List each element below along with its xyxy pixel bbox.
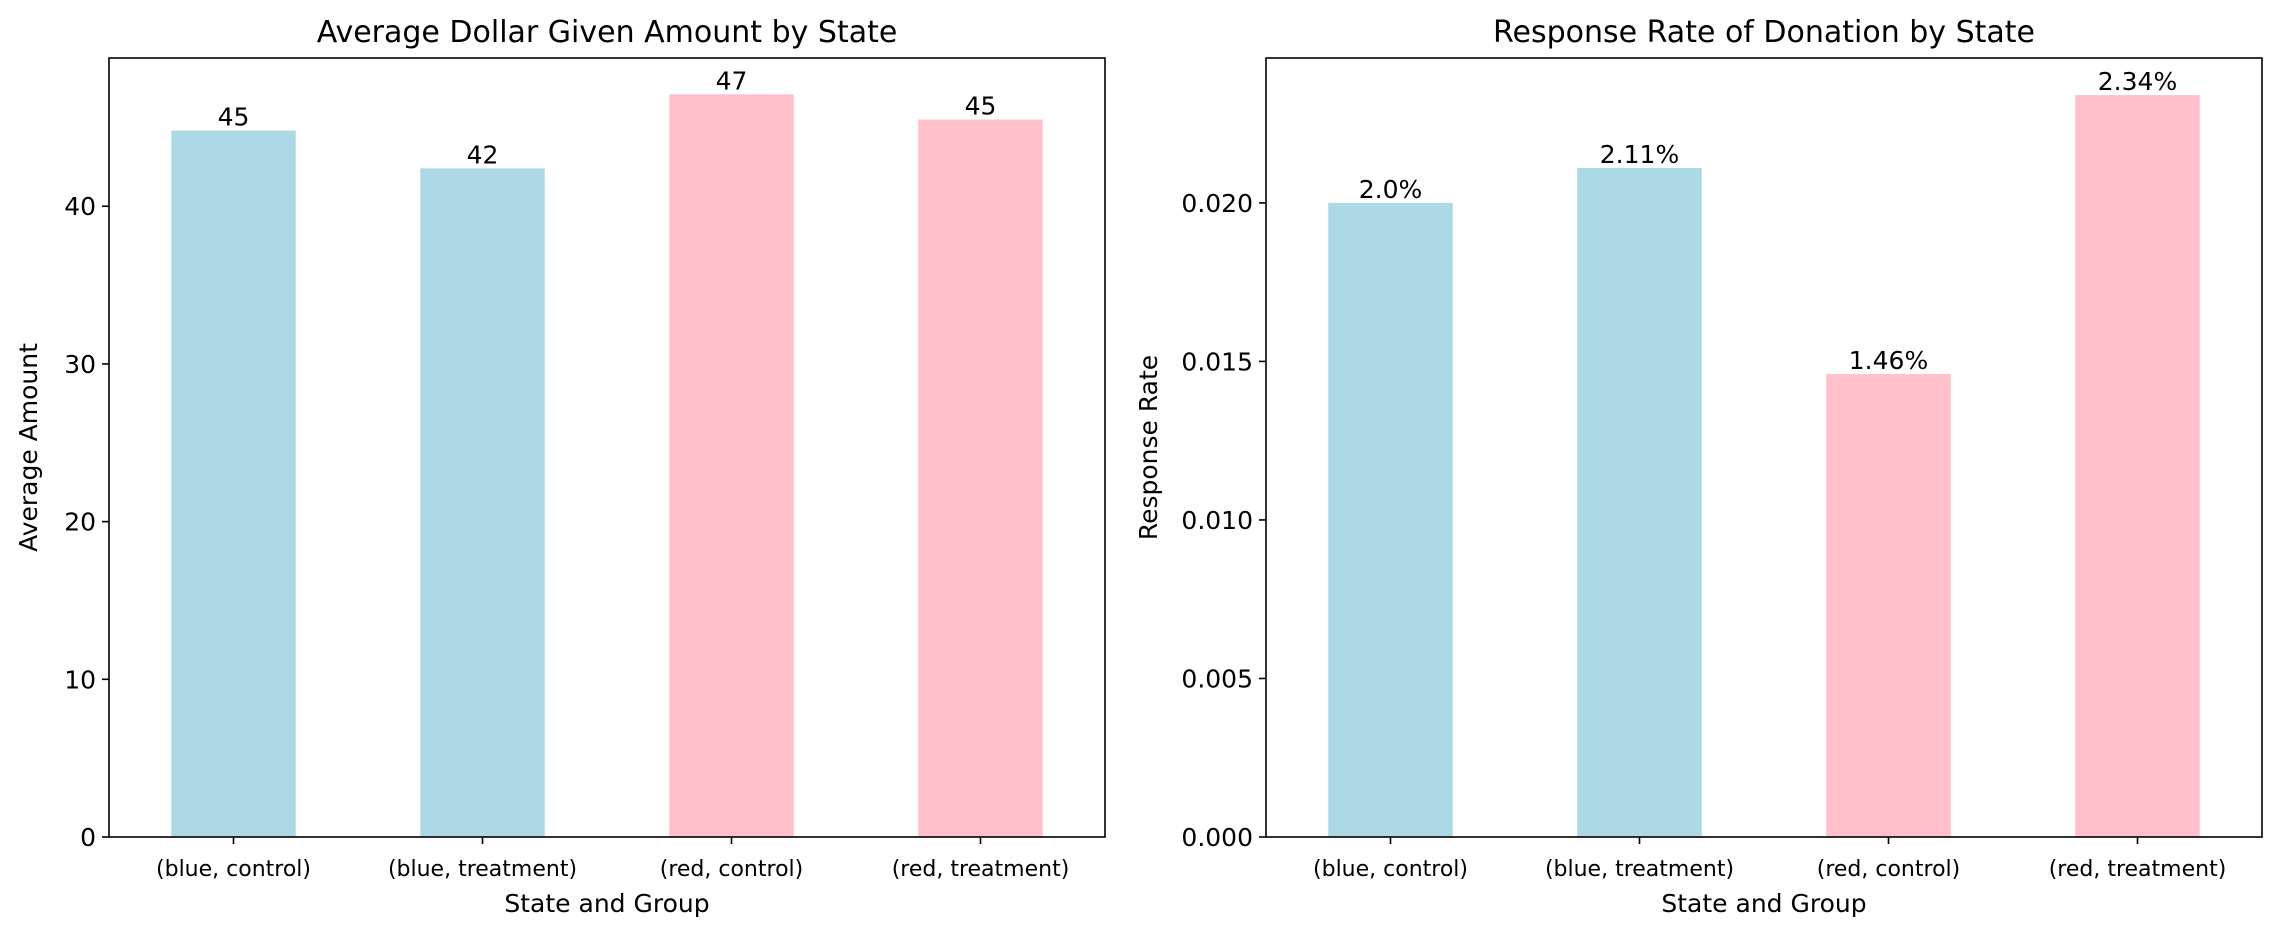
bar-value-label: 2.34%	[2098, 67, 2177, 96]
y-tick-label: 30	[64, 350, 96, 379]
x-tick-label: (blue, control)	[156, 857, 311, 882]
y-axis-label: Average Amount	[14, 343, 43, 552]
y-tick-label: 0	[80, 823, 96, 852]
x-tick-label: (red, control)	[660, 857, 803, 882]
y-axis-label: Response Rate	[1134, 355, 1163, 540]
bar-value-label: 45	[965, 92, 997, 121]
plot-frame	[1265, 57, 2263, 838]
bar-1-1	[1577, 168, 1702, 837]
bar-1-2	[1826, 374, 1951, 837]
y-tick-label: 40	[64, 192, 96, 221]
y-tick-label: 0.010	[1181, 506, 1253, 535]
bar-0-1	[420, 168, 545, 837]
bar-0-0	[171, 130, 296, 838]
y-tick-label: 20	[64, 508, 96, 537]
x-tick-label: (red, treatment)	[2049, 857, 2227, 882]
y-tick-label: 0.000	[1181, 823, 1253, 852]
x-tick-label: (red, control)	[1817, 857, 1960, 882]
x-tick-label: (blue, control)	[1313, 857, 1468, 882]
chart-title: Response Rate of Donation by State	[1493, 15, 2035, 50]
bar-0-2	[669, 94, 794, 838]
bar-1-3	[2075, 95, 2200, 838]
y-tick-label: 0.020	[1181, 189, 1253, 218]
bar-value-label: 42	[467, 140, 499, 169]
y-tick-label: 0.005	[1181, 664, 1253, 693]
bar-value-label: 45	[218, 103, 250, 132]
bar-value-label: 2.11%	[1600, 140, 1679, 169]
bar-1-0	[1328, 202, 1453, 837]
bar-0-3	[918, 119, 1043, 837]
y-tick-label: 10	[64, 665, 96, 694]
bar-value-label: 2.0%	[1359, 175, 1423, 204]
x-tick-label: (red, treatment)	[892, 857, 1070, 882]
y-tick-label: 0.015	[1181, 347, 1253, 376]
x-axis-label: State and Group	[1661, 889, 1866, 918]
x-tick-label: (blue, treatment)	[1545, 857, 1734, 882]
x-axis-label: State and Group	[504, 889, 709, 918]
chart-title: Average Dollar Given Amount by State	[317, 15, 898, 50]
x-tick-label: (blue, treatment)	[388, 857, 577, 882]
bar-value-label: 1.46%	[1849, 346, 1928, 375]
plot-frame	[108, 57, 1106, 838]
bar-value-label: 47	[716, 66, 748, 95]
